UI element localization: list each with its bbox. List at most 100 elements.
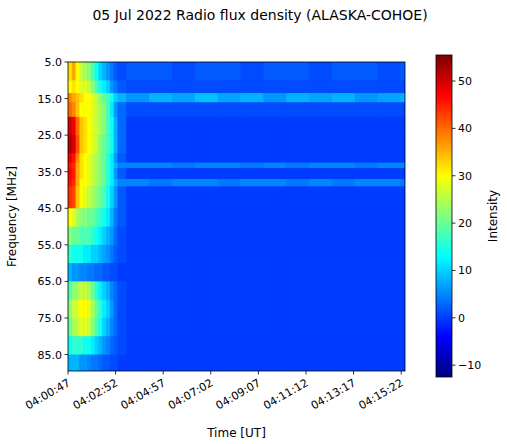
cell bbox=[102, 153, 106, 163]
cell bbox=[240, 93, 263, 103]
cell bbox=[218, 263, 241, 282]
cell bbox=[91, 163, 95, 169]
cell bbox=[263, 336, 286, 355]
cell bbox=[102, 62, 106, 81]
cell bbox=[240, 80, 263, 93]
cell bbox=[378, 135, 401, 154]
cell bbox=[68, 179, 72, 187]
cell bbox=[114, 168, 118, 180]
y-tick-label: 35.0 bbox=[38, 166, 63, 179]
cell bbox=[114, 102, 118, 117]
cell bbox=[114, 245, 118, 264]
cell bbox=[68, 263, 72, 282]
x-tick-label: 04:13:17 bbox=[309, 376, 358, 412]
cell bbox=[149, 179, 172, 187]
cell bbox=[172, 163, 195, 169]
cell bbox=[91, 300, 95, 319]
cell bbox=[149, 186, 172, 209]
cell bbox=[400, 179, 405, 187]
cell bbox=[172, 179, 195, 187]
heatmap-cells bbox=[68, 62, 405, 371]
cell bbox=[102, 318, 106, 337]
cell bbox=[126, 179, 149, 187]
cell bbox=[83, 245, 87, 264]
cell bbox=[83, 135, 87, 154]
cell bbox=[95, 318, 99, 337]
cell bbox=[76, 263, 80, 282]
cell bbox=[102, 80, 106, 93]
y-tick bbox=[65, 281, 69, 282]
cell bbox=[68, 318, 72, 337]
cell bbox=[79, 179, 83, 187]
cell bbox=[98, 245, 102, 264]
cell bbox=[72, 179, 76, 187]
cell bbox=[76, 62, 80, 81]
cell bbox=[355, 117, 378, 136]
cell bbox=[355, 355, 378, 371]
y-tick bbox=[65, 62, 69, 63]
cell bbox=[83, 179, 87, 187]
cell bbox=[378, 186, 401, 209]
colorbar-tick bbox=[452, 81, 456, 82]
cell bbox=[98, 62, 102, 81]
cell bbox=[95, 93, 99, 103]
cell bbox=[68, 168, 72, 180]
cell bbox=[76, 355, 80, 371]
cell bbox=[263, 163, 286, 169]
cell bbox=[106, 153, 110, 163]
cell bbox=[68, 208, 72, 227]
cell bbox=[172, 93, 195, 103]
cell bbox=[355, 336, 378, 355]
cell bbox=[172, 102, 195, 117]
plot-background bbox=[68, 62, 405, 371]
cell bbox=[91, 263, 95, 282]
cell bbox=[149, 135, 172, 154]
cell bbox=[172, 208, 195, 227]
cell bbox=[240, 208, 263, 227]
cell bbox=[355, 179, 378, 187]
cell bbox=[83, 186, 87, 209]
x-tick bbox=[258, 371, 259, 375]
cell bbox=[106, 186, 110, 209]
cell bbox=[149, 168, 172, 180]
cell bbox=[110, 300, 114, 319]
cell bbox=[263, 153, 286, 163]
cell bbox=[309, 318, 332, 337]
cell bbox=[102, 245, 106, 264]
cell bbox=[72, 117, 76, 136]
cell bbox=[286, 318, 309, 337]
cell bbox=[400, 263, 405, 282]
colorbar-tick-label: 50 bbox=[458, 75, 472, 88]
cell bbox=[76, 186, 80, 209]
cell bbox=[172, 117, 195, 136]
cell bbox=[172, 62, 195, 81]
cell bbox=[218, 227, 241, 246]
cell bbox=[76, 179, 80, 187]
cell bbox=[195, 227, 218, 246]
cell bbox=[218, 62, 241, 81]
cell bbox=[309, 168, 332, 180]
cell bbox=[110, 102, 114, 117]
cell bbox=[126, 163, 149, 169]
cell bbox=[149, 80, 172, 93]
cell bbox=[286, 336, 309, 355]
cell bbox=[149, 263, 172, 282]
cell bbox=[106, 263, 110, 282]
x-tick-label: 04:15:22 bbox=[356, 376, 405, 412]
cell bbox=[263, 179, 286, 187]
cell bbox=[378, 355, 401, 371]
cell bbox=[286, 135, 309, 154]
y-tick bbox=[65, 244, 69, 245]
cell bbox=[83, 208, 87, 227]
cell bbox=[98, 168, 102, 180]
x-tick-label: 04:11:12 bbox=[261, 376, 310, 412]
cell bbox=[102, 102, 106, 117]
cell bbox=[118, 102, 127, 117]
cell bbox=[400, 281, 405, 300]
cell bbox=[195, 263, 218, 282]
cell bbox=[172, 135, 195, 154]
cell bbox=[79, 135, 83, 154]
cell bbox=[400, 336, 405, 355]
cell bbox=[118, 300, 127, 319]
cell bbox=[114, 263, 118, 282]
